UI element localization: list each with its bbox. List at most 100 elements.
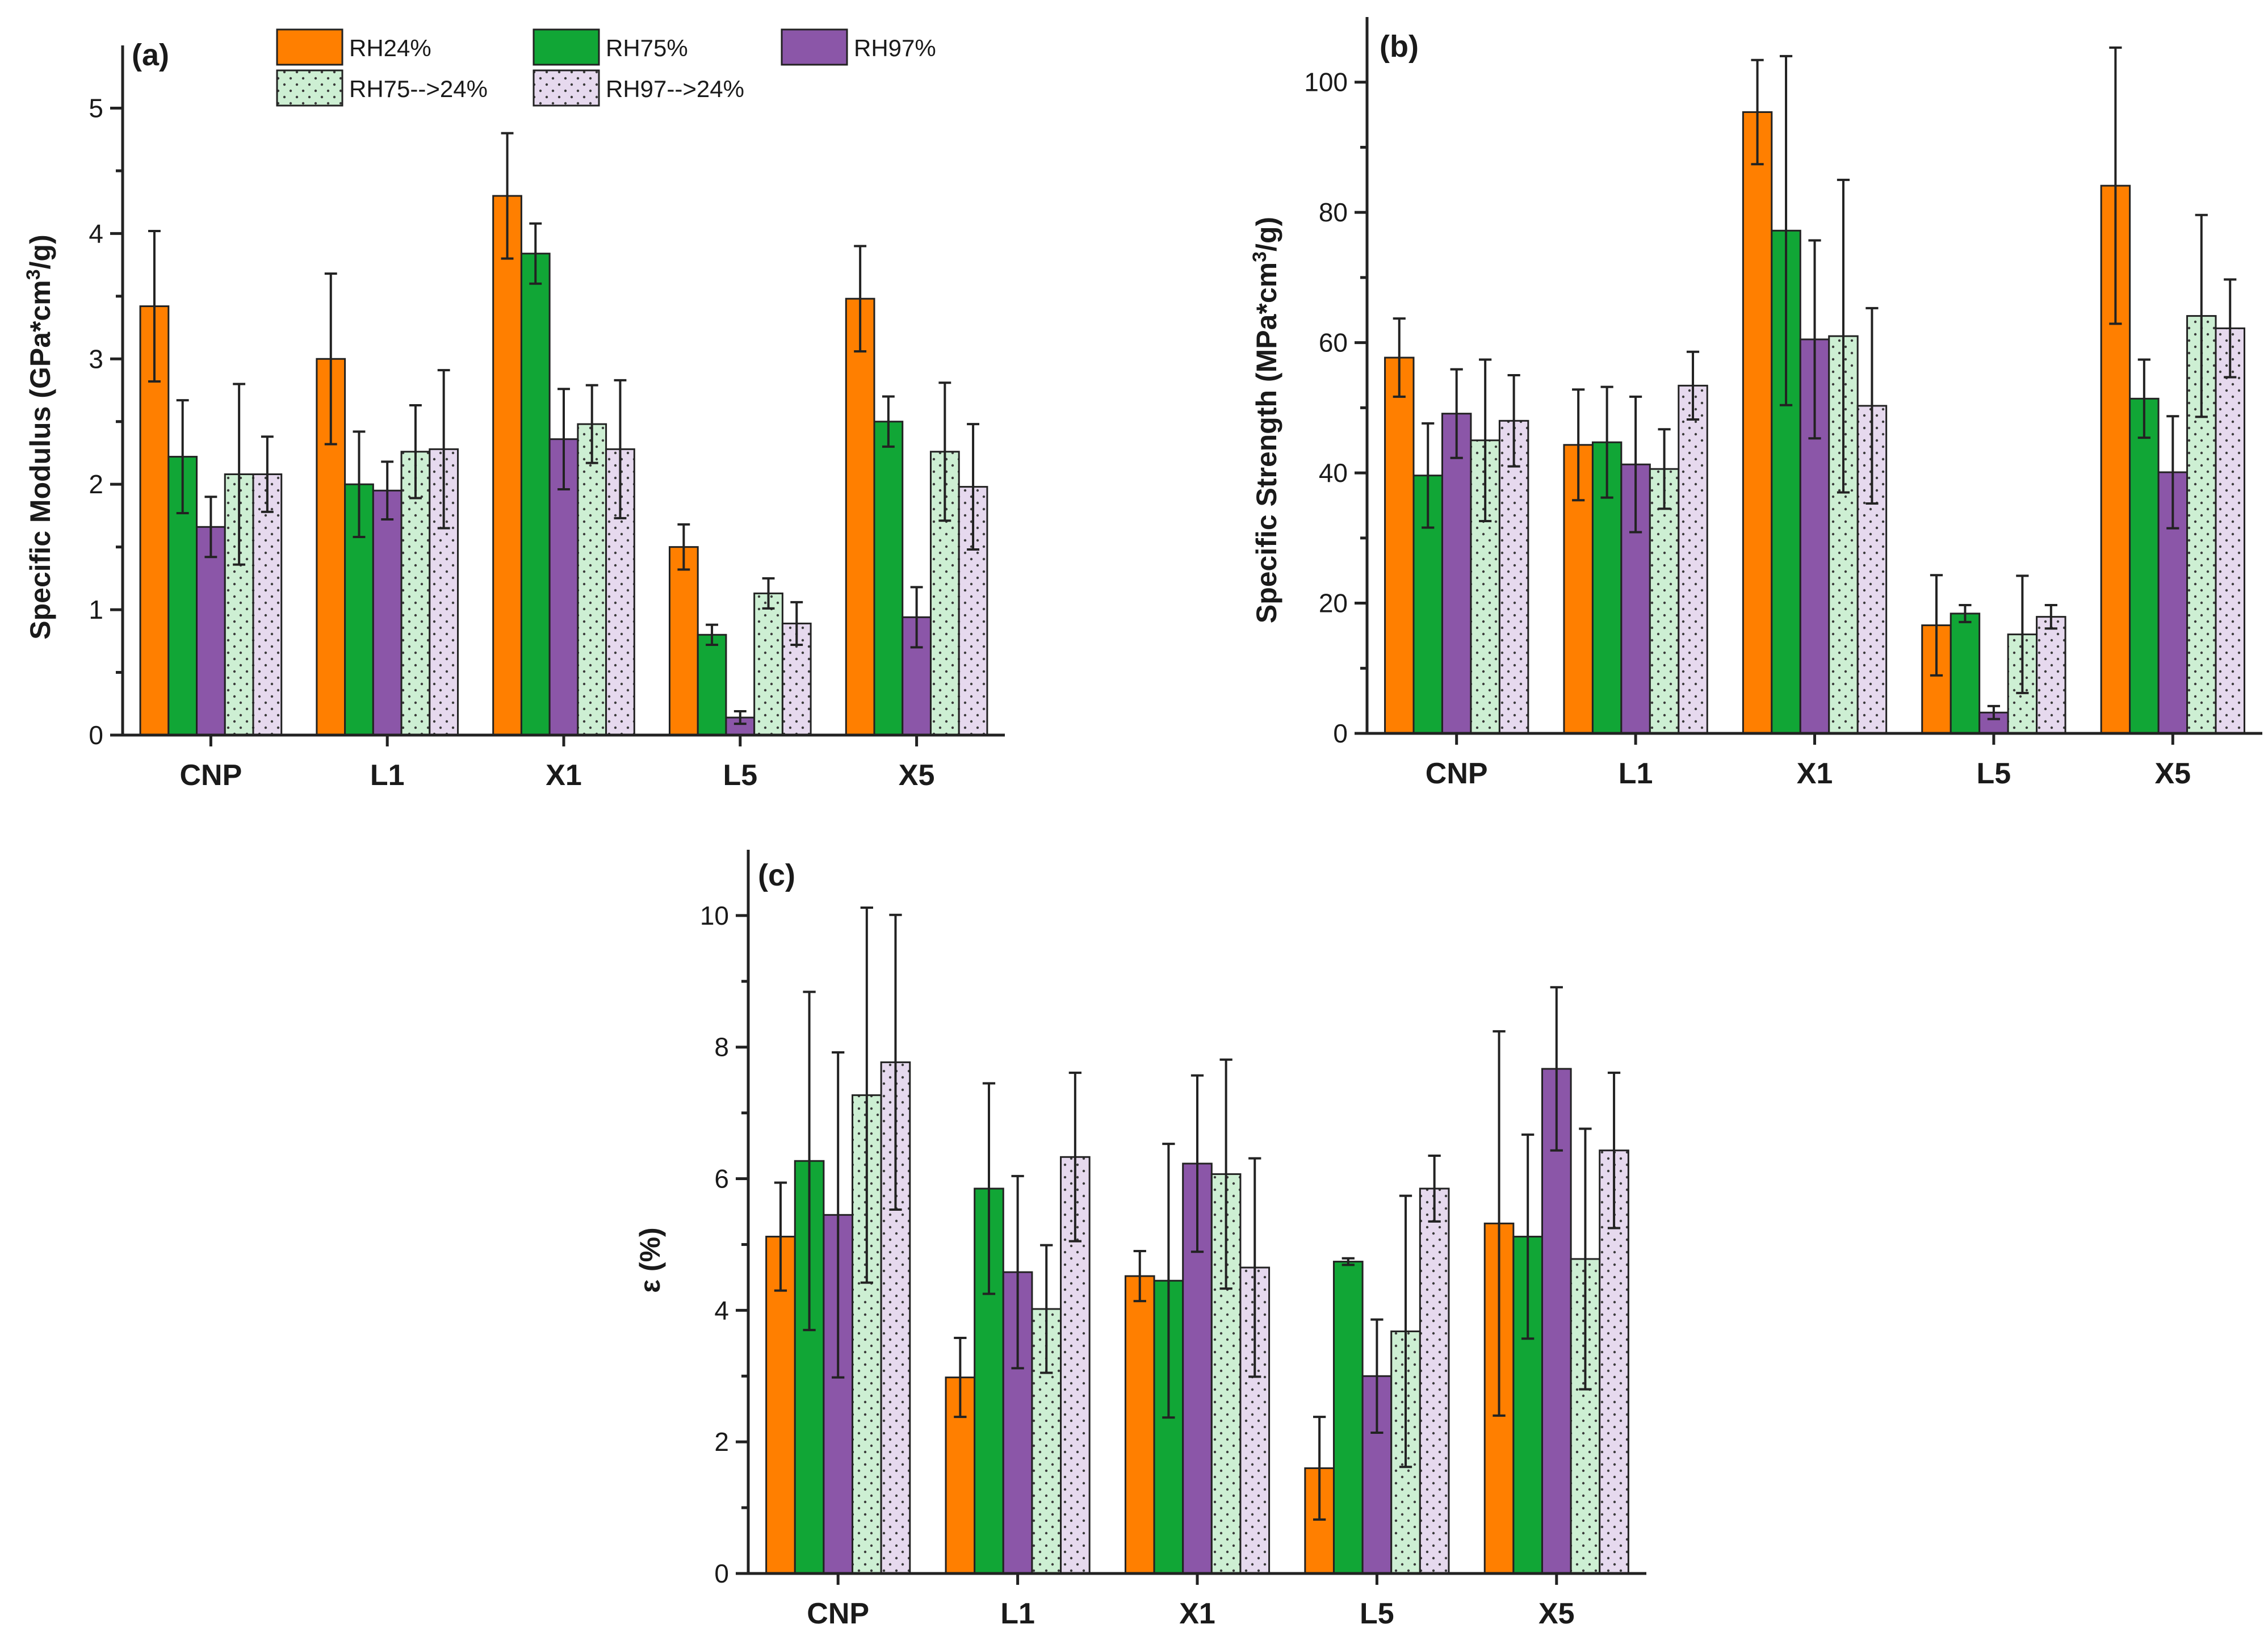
error-bar-c-l1-rh24 [954, 1337, 967, 1419]
ytick-label-a: 0 [89, 720, 103, 750]
category-label-b-l1: L1 [1619, 757, 1653, 790]
category-label-a-l1: L1 [370, 759, 405, 792]
error-bar-a-l1-rh97-24 [437, 369, 450, 530]
error-bar-c-l5-rh97 [1370, 1318, 1384, 1434]
error-bar-c-x5-rh75-24 [1579, 1127, 1592, 1391]
error-bar-b-x5-rh75 [2137, 358, 2150, 439]
category-label-c-x1: X1 [1179, 1597, 1215, 1630]
bar-c-x1-rh24 [1124, 1275, 1155, 1575]
bar-b-x1-rh24 [1742, 111, 1773, 735]
panel-b-label: (b) [1380, 30, 1419, 64]
error-bar-b-cnp-rh75 [1422, 422, 1435, 529]
error-bar-c-l5-rh97-24 [1428, 1154, 1441, 1223]
error-bar-a-cnp-rh97-24 [261, 435, 274, 513]
ytick-label-a: 4 [89, 219, 103, 248]
legend-label-rh97: RH97% [854, 35, 936, 61]
bar-a-x1-rh75 [520, 253, 551, 736]
ytick-label-c: 6 [714, 1164, 729, 1194]
panel-c-label: (c) [758, 858, 795, 892]
category-label-b-x5: X5 [2154, 757, 2191, 790]
panel-c-ylabel: ε (%) [634, 1227, 666, 1292]
error-bar-c-l1-rh97-24 [1068, 1071, 1081, 1243]
ytick-label-a: 1 [89, 595, 103, 624]
error-bar-a-x5-rh75-24 [938, 381, 951, 522]
error-bar-b-x5-rh97 [2166, 415, 2179, 530]
error-bar-a-l5-rh97-24 [790, 601, 803, 646]
ytick-label-b: 80 [1319, 198, 1348, 227]
bar-a-x5-rh24 [845, 297, 875, 736]
error-bar-a-x1-rh24 [501, 132, 514, 260]
error-bar-c-x1-rh97 [1190, 1074, 1204, 1253]
error-bar-c-x5-rh75 [1521, 1133, 1535, 1340]
error-bar-a-x1-rh97-24 [614, 379, 627, 519]
bar-b-l5-rh75 [1950, 612, 1981, 735]
category-label-a-x5: X5 [899, 759, 935, 792]
ytick-label-b: 20 [1319, 589, 1348, 618]
error-bar-c-cnp-rh97 [832, 1051, 845, 1379]
error-bar-c-cnp-rh24 [774, 1181, 787, 1292]
bar-b-cnp-rh97-24 [1498, 419, 1529, 735]
error-bar-b-x1-rh97 [1808, 239, 1821, 440]
error-bar-a-x1-rh97 [557, 388, 570, 491]
legend-label-rh75: RH75% [606, 35, 688, 61]
category-label-b-x1: X1 [1797, 757, 1833, 790]
category-label-b-cnp: CNP [1426, 757, 1488, 790]
ytick-label-a: 3 [89, 344, 103, 374]
error-bar-b-x5-rh24 [2109, 46, 2122, 325]
error-bar-a-l5-rh75 [706, 623, 719, 646]
legend-label-rh24: RH24% [349, 35, 431, 61]
error-bar-b-x5-rh97-24 [2224, 278, 2237, 379]
error-bar-b-x5-rh75-24 [2195, 213, 2208, 418]
error-bar-b-cnp-rh97 [1450, 368, 1463, 459]
error-bar-a-l1-rh75-24 [409, 404, 422, 500]
error-bar-b-cnp-rh75-24 [1479, 358, 1492, 522]
category-label-a-x1: X1 [546, 759, 582, 792]
legend-label-rh75-24: RH75-->24% [349, 75, 488, 102]
bar-c-l5-rh97-24 [1419, 1187, 1450, 1575]
legend-swatch-rh75 [533, 28, 600, 66]
error-bar-c-l5-rh75 [1341, 1257, 1355, 1266]
legend-label-rh97-24: RH97-->24% [606, 75, 744, 102]
bar-b-l5-rh97-24 [2036, 616, 2066, 735]
bar-a-x5-rh75 [873, 421, 904, 736]
error-bar-b-l1-rh75 [1600, 385, 1613, 499]
error-bar-c-cnp-rh75 [803, 991, 816, 1332]
bar-a-x1-rh75-24 [577, 423, 607, 736]
error-bar-b-x1-rh24 [1751, 58, 1764, 166]
bar-b-x5-rh75 [2129, 397, 2160, 735]
error-bar-c-x5-rh24 [1493, 1030, 1506, 1417]
category-label-a-l5: L5 [723, 759, 757, 792]
error-bar-a-cnp-rh97 [204, 496, 217, 559]
category-label-a-cnp: CNP [180, 759, 242, 792]
error-bar-a-cnp-rh75-24 [233, 383, 246, 566]
bar-c-x5-rh97 [1541, 1068, 1572, 1575]
error-bar-a-x5-rh97-24 [967, 423, 979, 551]
error-bar-b-l1-rh24 [1572, 388, 1585, 502]
panel-c: (c) ε (%) 0 2 4 6 8 10 CNP L1 X1 L5 X5 [634, 850, 1646, 1630]
error-bar-c-l1-rh75 [982, 1082, 996, 1295]
category-label-c-l5: L5 [1360, 1597, 1394, 1630]
error-bar-a-x1-rh75-24 [585, 384, 598, 464]
bar-c-l5-rh75 [1332, 1261, 1364, 1575]
bar-b-x5-rh97-24 [2215, 327, 2245, 735]
bar-b-l1-rh24 [1563, 444, 1594, 735]
error-bar-a-x1-rh75 [529, 222, 542, 285]
error-bar-b-l5-rh97 [1987, 704, 2000, 720]
error-bar-a-l1-rh97 [381, 460, 394, 521]
category-label-c-cnp: CNP [807, 1597, 869, 1630]
error-bar-a-l1-rh24 [324, 272, 337, 446]
error-bar-c-l1-rh97 [1011, 1174, 1024, 1370]
error-bar-c-x5-rh97 [1550, 986, 1563, 1152]
panel-a: (a) Specific Modulus (GPa*cm3/g) 0 1 2 3 4 5 C… [23, 38, 1005, 792]
legend-swatch-rh97-24 [533, 69, 600, 107]
legend-swatch-rh75-24 [276, 69, 343, 107]
error-bar-c-x1-rh24 [1133, 1250, 1146, 1303]
error-bar-b-l1-rh97-24 [1686, 350, 1700, 421]
ytick-label-b: 60 [1319, 328, 1348, 358]
error-bar-b-x1-rh75-24 [1837, 178, 1850, 494]
ytick-label-b: 40 [1319, 458, 1348, 488]
error-bar-b-l5-rh97-24 [2044, 603, 2057, 630]
error-bar-b-cnp-rh24 [1393, 317, 1406, 398]
error-bar-a-x5-rh75 [882, 395, 895, 448]
